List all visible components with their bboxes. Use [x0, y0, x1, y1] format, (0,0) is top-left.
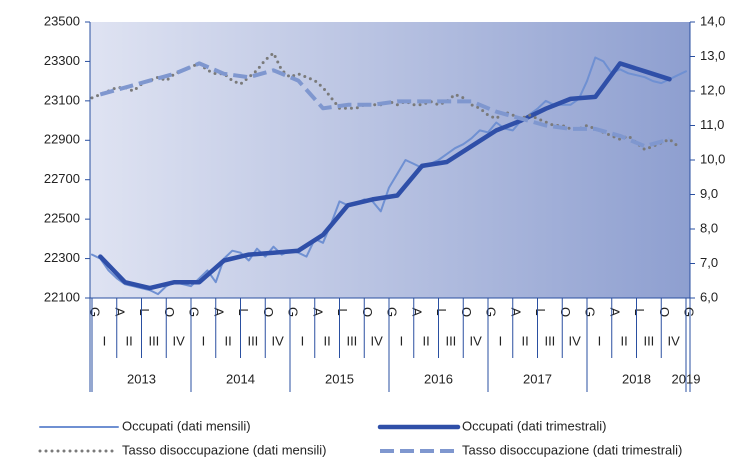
quarter-label: IV	[667, 333, 680, 348]
legend-label: Occupati (dati trimestrali)	[462, 418, 606, 433]
legend-label: Tasso disoccupazione (dati trimestrali)	[462, 442, 682, 457]
y-tick-label: 22700	[44, 171, 80, 186]
quarter-label: I	[301, 333, 305, 348]
y2-tick-label: 7,0	[700, 255, 718, 270]
month-label: A	[607, 308, 622, 317]
quarter-label: III	[346, 333, 357, 348]
month-label: A	[508, 308, 523, 317]
month-label: L	[137, 308, 152, 315]
y-tick-label: 22500	[44, 211, 80, 226]
year-label: 2016	[424, 371, 453, 386]
month-label: O	[162, 307, 177, 317]
series-line	[98, 61, 672, 291]
y-tick-label: 23100	[44, 92, 80, 107]
month-label: G	[187, 307, 202, 317]
year-label: 2018	[622, 371, 651, 386]
month-label: A	[409, 308, 424, 317]
y2-tick-label: 13,0	[700, 48, 725, 63]
series-line	[91, 56, 687, 296]
quarter-label: III	[445, 333, 456, 348]
month-label: L	[434, 308, 449, 315]
quarter-label: II	[126, 333, 133, 348]
month-label: O	[558, 307, 573, 317]
month-label: A	[310, 308, 325, 317]
quarter-label: IV	[172, 333, 185, 348]
year-label: 2017	[523, 371, 552, 386]
month-label: O	[459, 307, 474, 317]
quarter-label: I	[598, 333, 602, 348]
series-line	[99, 61, 671, 149]
month-label: G	[583, 307, 598, 317]
quarter-label: III	[643, 333, 654, 348]
y2-tick-label: 11,0	[700, 117, 724, 132]
year-label: 2015	[325, 371, 354, 386]
quarter-label: IV	[568, 333, 581, 348]
month-label: L	[632, 308, 647, 315]
y2-tick-label: 6,0	[700, 289, 718, 304]
year-label: 2014	[226, 371, 255, 386]
legend-label: Occupati (dati mensili)	[122, 418, 251, 433]
month-label: L	[236, 308, 251, 315]
year-label: 2019	[672, 371, 701, 386]
quarter-label: I	[202, 333, 206, 348]
legend-label: Tasso disoccupazione (dati mensili)	[122, 442, 326, 457]
month-label: G	[286, 307, 301, 317]
month-label: O	[360, 307, 375, 317]
quarter-label: IV	[271, 333, 284, 348]
quarter-label: IV	[370, 333, 383, 348]
y2-tick-label: 8,0	[700, 220, 718, 235]
quarter-label: II	[423, 333, 430, 348]
month-label: G	[682, 307, 697, 317]
y2-tick-label: 10,0	[700, 151, 725, 166]
month-label: G	[484, 307, 499, 317]
quarter-label: II	[324, 333, 331, 348]
month-label: A	[211, 308, 226, 317]
month-label: O	[657, 307, 672, 317]
month-label: A	[112, 308, 127, 317]
y-tick-label: 22100	[44, 289, 80, 304]
quarter-label: III	[148, 333, 159, 348]
y-tick-label: 22900	[44, 132, 80, 147]
quarter-label: I	[400, 333, 404, 348]
month-label: L	[533, 308, 548, 315]
y-tick-label: 23300	[44, 53, 80, 68]
y2-tick-label: 14,0	[700, 13, 725, 28]
y-tick-label: 23500	[44, 13, 80, 28]
quarter-label: II	[621, 333, 628, 348]
quarter-label: I	[103, 333, 107, 348]
month-label: O	[261, 307, 276, 317]
quarter-label: II	[225, 333, 232, 348]
month-label: L	[335, 308, 350, 315]
quarter-label: III	[247, 333, 258, 348]
quarter-label: II	[522, 333, 529, 348]
month-label: G	[385, 307, 400, 317]
y-tick-label: 22300	[44, 250, 80, 265]
plot-background	[90, 22, 690, 298]
y2-tick-label: 9,0	[700, 186, 718, 201]
quarter-label: III	[544, 333, 555, 348]
quarter-label: I	[499, 333, 503, 348]
quarter-label: IV	[469, 333, 482, 348]
month-label: G	[88, 307, 103, 317]
y2-tick-label: 12,0	[700, 82, 725, 97]
year-label: 2013	[127, 371, 156, 386]
